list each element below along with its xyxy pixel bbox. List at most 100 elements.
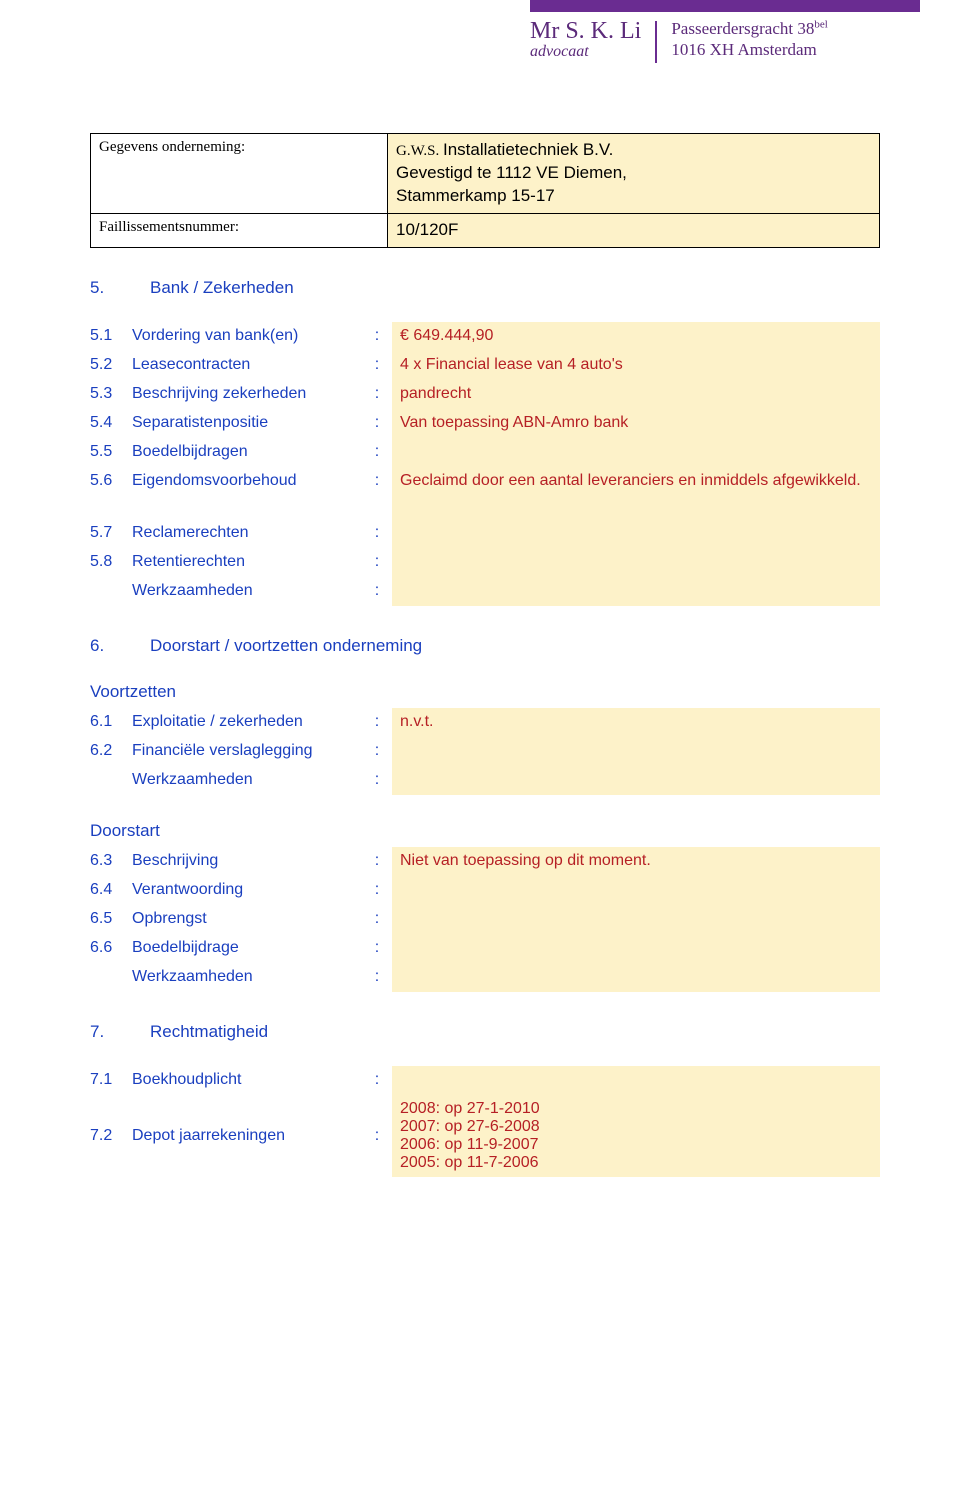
colon: : (368, 963, 386, 991)
item-label: Werkzaamheden (132, 766, 362, 794)
section-title: Doorstart / voortzetten onderneming (150, 636, 422, 656)
item-num: 5.1 (90, 322, 126, 350)
item-value: 2008: op 27-1-2010 2007: op 27-6-2008 20… (392, 1095, 880, 1177)
item-value: Niet van toepassing op dit moment. (392, 847, 880, 876)
colon: : (368, 905, 386, 933)
colon: : (368, 467, 386, 495)
item-value: Van toepassing ABN-Amro bank (392, 409, 880, 438)
letterhead-bar (530, 0, 920, 12)
section-6a-form: 6.1 Exploitatie / zekerheden : n.v.t. 6.… (90, 708, 880, 795)
item-label: Vordering van bank(en) (132, 322, 362, 350)
item-num: 5.4 (90, 409, 126, 437)
item-label: Exploitatie / zekerheden (132, 708, 362, 736)
company-addr2: Stammerkamp 15-17 (396, 186, 555, 205)
item-value (392, 876, 880, 905)
depot-line: 2006: op 11-9-2007 (400, 1136, 872, 1154)
item-num (90, 577, 126, 587)
letterhead-left: Mr S. K. Li advocaat (530, 18, 641, 61)
colon: : (368, 847, 386, 875)
depot-line: 2008: op 27-1-2010 (400, 1100, 872, 1118)
item-num: 5.3 (90, 380, 126, 408)
item-value (392, 737, 880, 766)
case-number-value: 10/120F (388, 213, 880, 247)
company-name: Installatietechniek B.V. (443, 140, 613, 159)
item-num: 7.2 (90, 1122, 126, 1150)
item-value (392, 519, 880, 548)
item-value (392, 766, 880, 795)
colon: : (368, 1122, 386, 1150)
section-5-heading: 5. Bank / Zekerheden (90, 278, 880, 298)
item-label: Retentierechten (132, 548, 362, 576)
colon: : (368, 351, 386, 379)
item-value (392, 577, 880, 606)
colon: : (368, 577, 386, 605)
letterhead: Mr S. K. Li advocaat Passeerdersgracht 3… (530, 18, 880, 63)
item-num: 6.4 (90, 876, 126, 904)
item-label: Verantwoording (132, 876, 362, 904)
colon: : (368, 934, 386, 962)
colon: : (368, 737, 386, 765)
depot-line: 2005: op 11-7-2006 (400, 1154, 872, 1172)
item-num (90, 766, 126, 776)
item-label: Leasecontracten (132, 351, 362, 379)
colon: : (368, 519, 386, 547)
item-label: Financiële verslaglegging (132, 737, 362, 765)
item-label: Boedelbijdrage (132, 934, 362, 962)
item-label: Werkzaamheden (132, 963, 362, 991)
item-num: 6.2 (90, 737, 126, 765)
item-num: 6.3 (90, 847, 126, 875)
section-7-form: 7.1 Boekhoudplicht : 7.2 Depot jaarreken… (90, 1066, 880, 1177)
colon: : (368, 380, 386, 408)
item-value (392, 905, 880, 934)
item-num: 6.5 (90, 905, 126, 933)
table-row: Faillissementsnummer: 10/120F (91, 213, 880, 247)
colon: : (368, 438, 386, 466)
company-addr1: Gevestigd te 1112 VE Diemen, (396, 163, 627, 182)
section-title: Rechtmatigheid (150, 1022, 268, 1042)
section-6b-form: 6.3 Beschrijving : Niet van toepassing o… (90, 847, 880, 992)
section-6-heading: 6. Doorstart / voortzetten onderneming (90, 636, 880, 656)
item-label: Boedelbijdragen (132, 438, 362, 466)
letterhead-address: Passeerdersgracht 38bel 1016 XH Amsterda… (671, 18, 827, 61)
subsection-voortzetten: Voortzetten (90, 682, 880, 702)
item-label: Opbrengst (132, 905, 362, 933)
subsection-doorstart: Doorstart (90, 821, 880, 841)
item-value (392, 438, 880, 467)
item-value: € 649.444,90 (392, 322, 880, 351)
company-info-table: Gegevens onderneming: G.W.S. Installatie… (90, 133, 880, 248)
company-label: Gegevens onderneming: (91, 134, 388, 214)
item-label: Beschrijving zekerheden (132, 380, 362, 408)
lawyer-name: Mr S. K. Li (530, 18, 641, 45)
colon: : (368, 409, 386, 437)
item-label: Separatistenpositie (132, 409, 362, 437)
item-num: 5.2 (90, 351, 126, 379)
item-value: Geclaimd door een aantal leveranciers en… (392, 467, 880, 519)
address-line-1: Passeerdersgracht 38 (671, 19, 814, 38)
letterhead-divider (655, 21, 657, 63)
colon: : (368, 876, 386, 904)
item-label: Reclamerechten (132, 519, 362, 547)
item-value (392, 934, 880, 963)
colon: : (368, 766, 386, 794)
item-label: Eigendomsvoorbehoud (132, 467, 362, 495)
table-row: Gegevens onderneming: G.W.S. Installatie… (91, 134, 880, 214)
item-label: Depot jaarrekeningen (132, 1122, 362, 1150)
item-value: pandrecht (392, 380, 880, 409)
colon: : (368, 708, 386, 736)
address-line-2: 1016 XH Amsterdam (671, 40, 816, 59)
section-number: 7. (90, 1022, 120, 1042)
depot-line: 2007: op 27-6-2008 (400, 1118, 872, 1136)
lawyer-subtitle: advocaat (530, 43, 641, 61)
item-num: 5.5 (90, 438, 126, 466)
section-number: 6. (90, 636, 120, 656)
case-number-label: Faillissementsnummer: (91, 213, 388, 247)
item-num: 7.1 (90, 1066, 126, 1094)
section-number: 5. (90, 278, 120, 298)
section-5-form: 5.1 Vordering van bank(en) : € 649.444,9… (90, 322, 880, 606)
item-value (392, 548, 880, 577)
item-num: 5.6 (90, 467, 126, 495)
item-num (90, 963, 126, 973)
colon: : (368, 548, 386, 576)
page: Mr S. K. Li advocaat Passeerdersgracht 3… (0, 0, 960, 1237)
item-num: 5.7 (90, 519, 126, 547)
